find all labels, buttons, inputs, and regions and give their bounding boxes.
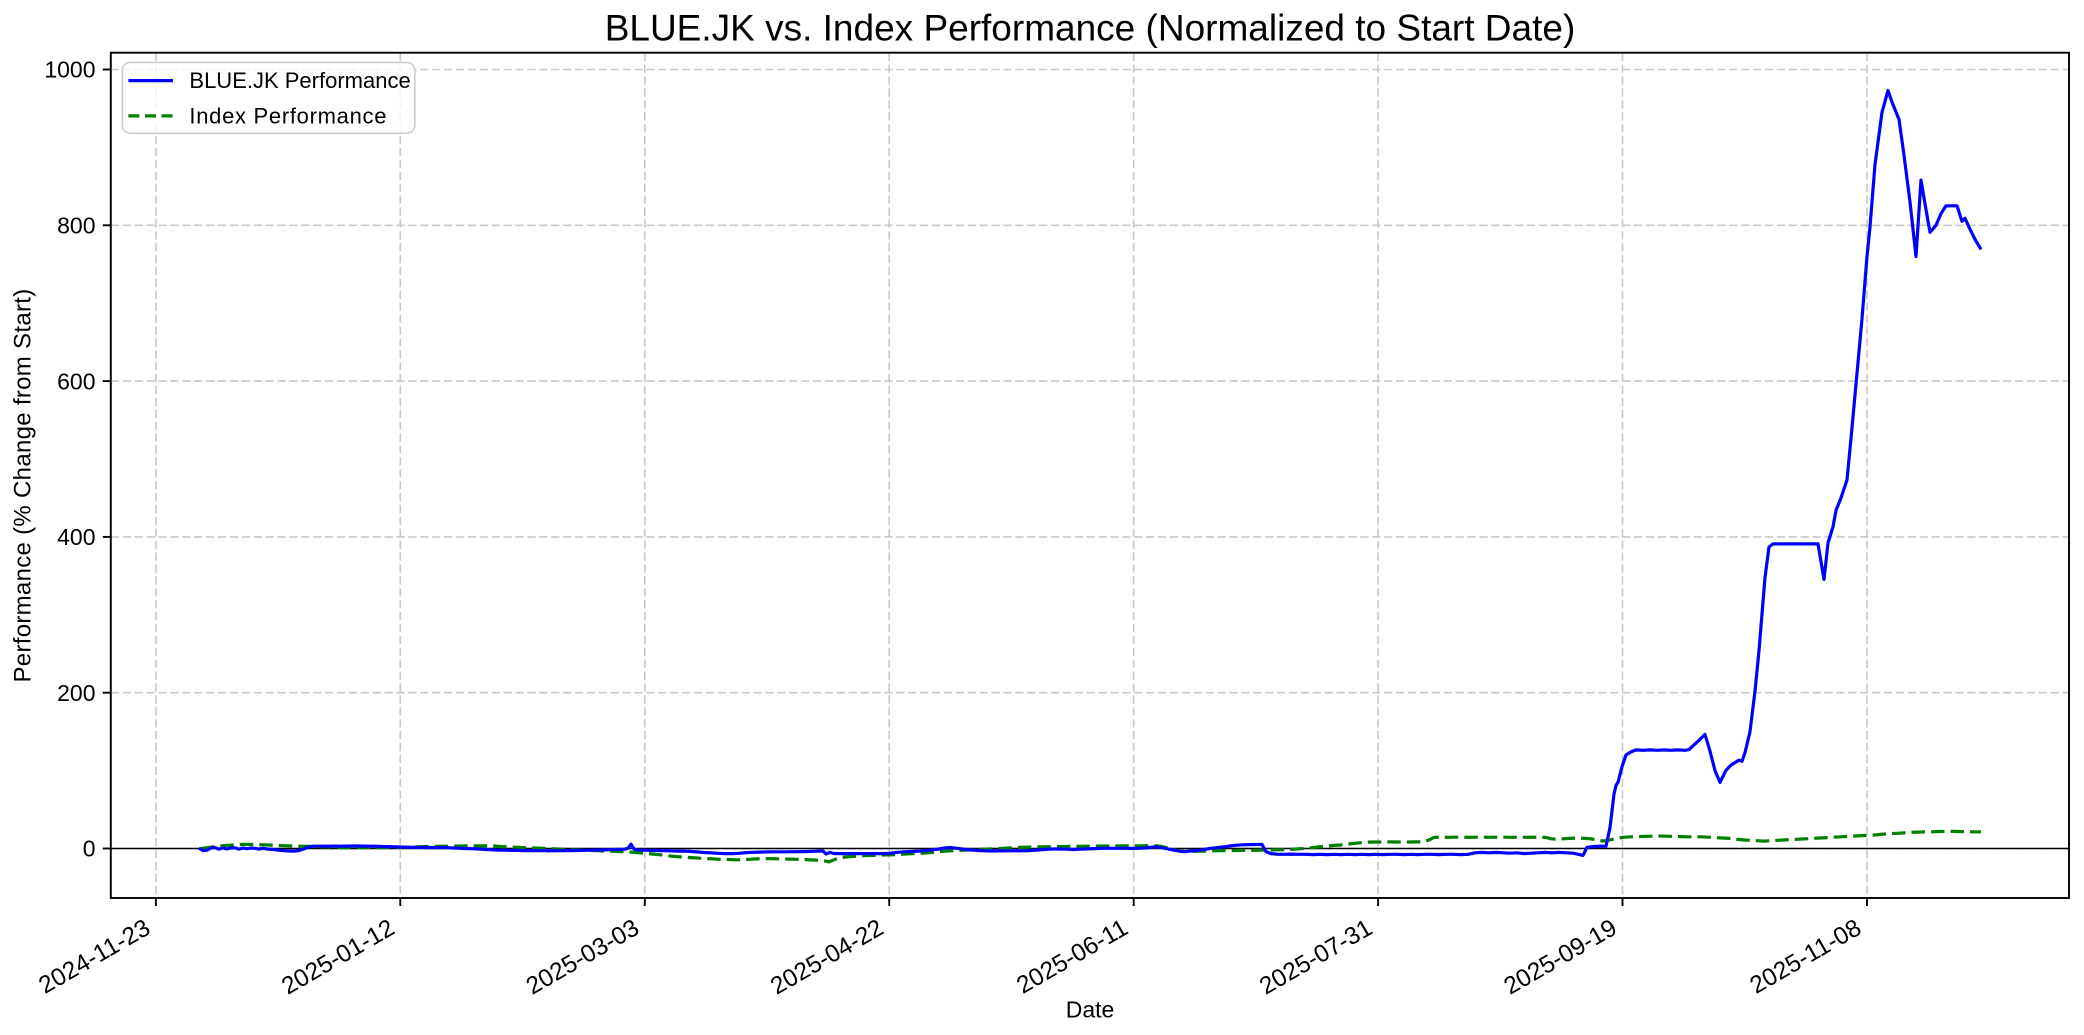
svg-text:600: 600 [57, 368, 95, 394]
svg-text:0: 0 [83, 836, 96, 862]
svg-text:Performance (% Change from Sta: Performance (% Change from Start) [10, 288, 37, 682]
svg-text:Date: Date [1066, 997, 1115, 1023]
svg-text:400: 400 [57, 524, 95, 550]
svg-text:BLUE.JK vs. Index Performance: BLUE.JK vs. Index Performance (Normalize… [605, 8, 1576, 49]
svg-text:200: 200 [57, 680, 95, 706]
svg-text:1000: 1000 [44, 57, 95, 83]
svg-text:800: 800 [57, 213, 95, 239]
svg-text:BLUE.JK Performance: BLUE.JK Performance [189, 68, 410, 93]
svg-text:Index Performance: Index Performance [189, 104, 387, 129]
